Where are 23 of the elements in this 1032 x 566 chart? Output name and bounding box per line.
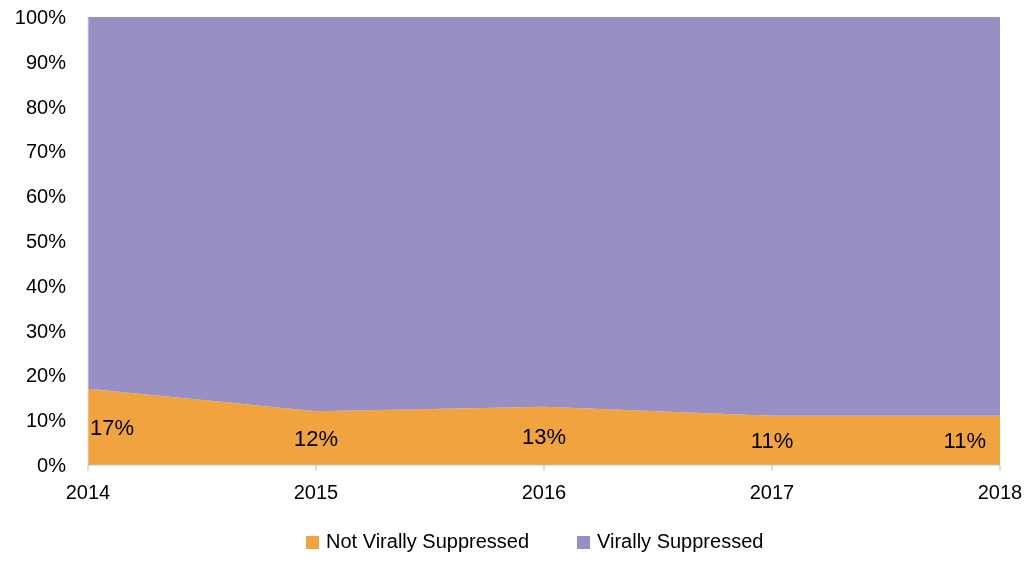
x-tick-label: 2016 xyxy=(521,481,567,503)
x-tick-label: 2018 xyxy=(977,481,1023,503)
y-tick-label: 30% xyxy=(25,319,67,342)
data-label: 12% xyxy=(293,426,339,452)
data-label: 17% xyxy=(90,414,135,440)
legend-label: Not Virally Suppressed xyxy=(326,530,530,552)
y-tick-label: 50% xyxy=(25,230,67,252)
data-label: 11% xyxy=(750,428,794,454)
y-tick-label: 80% xyxy=(25,95,67,118)
x-tick-label: 2015 xyxy=(293,481,339,503)
y-tick-label: 60% xyxy=(25,185,67,208)
data-label: 11% xyxy=(943,428,986,454)
y-tick-label: 40% xyxy=(25,274,67,297)
y-tick-label: 0% xyxy=(37,454,67,476)
data-label: 13% xyxy=(521,423,567,449)
y-tick-label: 70% xyxy=(25,140,67,163)
x-tick-label: 2014 xyxy=(65,481,111,503)
y-tick-label: 20% xyxy=(25,364,67,387)
x-tick-label: 2017 xyxy=(749,481,795,503)
y-tick-label: 90% xyxy=(25,50,67,73)
y-tick-label: 100% xyxy=(14,6,67,28)
y-tick-label: 10% xyxy=(25,409,67,432)
legend-label: Virally Suppressed xyxy=(597,530,764,552)
